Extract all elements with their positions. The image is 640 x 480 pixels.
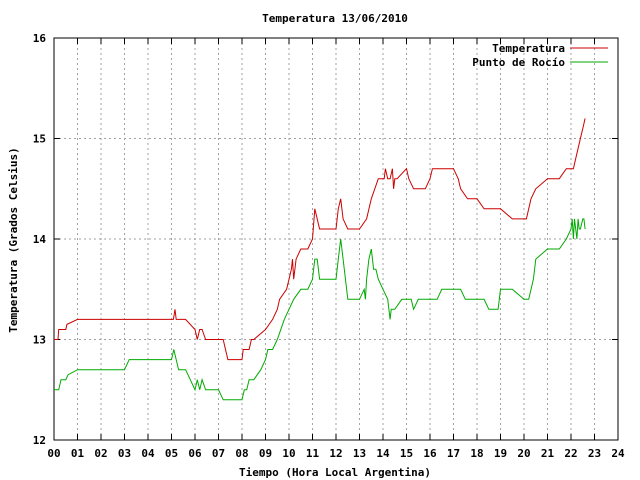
x-tick-label: 00 <box>47 447 60 460</box>
x-tick-label: 08 <box>235 447 248 460</box>
y-tick-label: 14 <box>33 233 47 246</box>
legend-label-punto-de-rocio: Punto de Rocío <box>472 56 565 69</box>
y-tick-label: 16 <box>33 32 47 45</box>
x-tick-label: 13 <box>353 447 366 460</box>
x-tick-label: 01 <box>71 447 85 460</box>
series-line-temperatura <box>54 118 586 361</box>
legend-label-temperatura: Temperatura <box>492 42 565 55</box>
x-tick-label: 14 <box>376 447 390 460</box>
y-axis-label: Temperatura (Grados Celsius) <box>7 147 20 332</box>
x-axis-label: Tiempo (Hora Local Argentina) <box>239 466 431 479</box>
x-tick-label: 03 <box>118 447 131 460</box>
plot-frame <box>53 37 619 441</box>
grid-lines <box>54 38 618 440</box>
x-tick-label: 19 <box>494 447 507 460</box>
x-tick-label: 20 <box>517 447 530 460</box>
x-tick-label: 15 <box>400 447 413 460</box>
x-tick-label: 11 <box>306 447 320 460</box>
x-tick-label: 16 <box>423 447 437 460</box>
x-tick-label: 24 <box>611 447 625 460</box>
x-tick-label: 09 <box>259 447 272 460</box>
y-tick-label: 13 <box>33 334 46 347</box>
x-tick-label: 23 <box>588 447 601 460</box>
x-tick-label: 04 <box>141 447 155 460</box>
x-tick-label: 12 <box>329 447 342 460</box>
x-tick-label: 10 <box>282 447 295 460</box>
series-lines <box>54 118 586 401</box>
x-tick-label: 05 <box>165 447 178 460</box>
x-tick-label: 17 <box>447 447 460 460</box>
legend: Temperatura Punto de Rocío <box>472 42 608 69</box>
series-line-punto-de-rocio <box>54 218 586 401</box>
y-tick-label: 12 <box>33 434 46 447</box>
x-tick-label: 18 <box>470 447 483 460</box>
x-tick-label: 07 <box>212 447 225 460</box>
x-tick-label: 02 <box>94 447 107 460</box>
x-tick-label: 06 <box>188 447 202 460</box>
x-tick-label: 22 <box>564 447 577 460</box>
axes: 00 01 02 03 04 05 06 07 08 09 10 11 12 13 14 15 16 17 18 19… <box>33 32 625 460</box>
chart-title: Temperatura 13/06/2010 <box>262 12 408 25</box>
y-tick-label: 15 <box>33 133 46 146</box>
x-tick-label: 21 <box>541 447 555 460</box>
